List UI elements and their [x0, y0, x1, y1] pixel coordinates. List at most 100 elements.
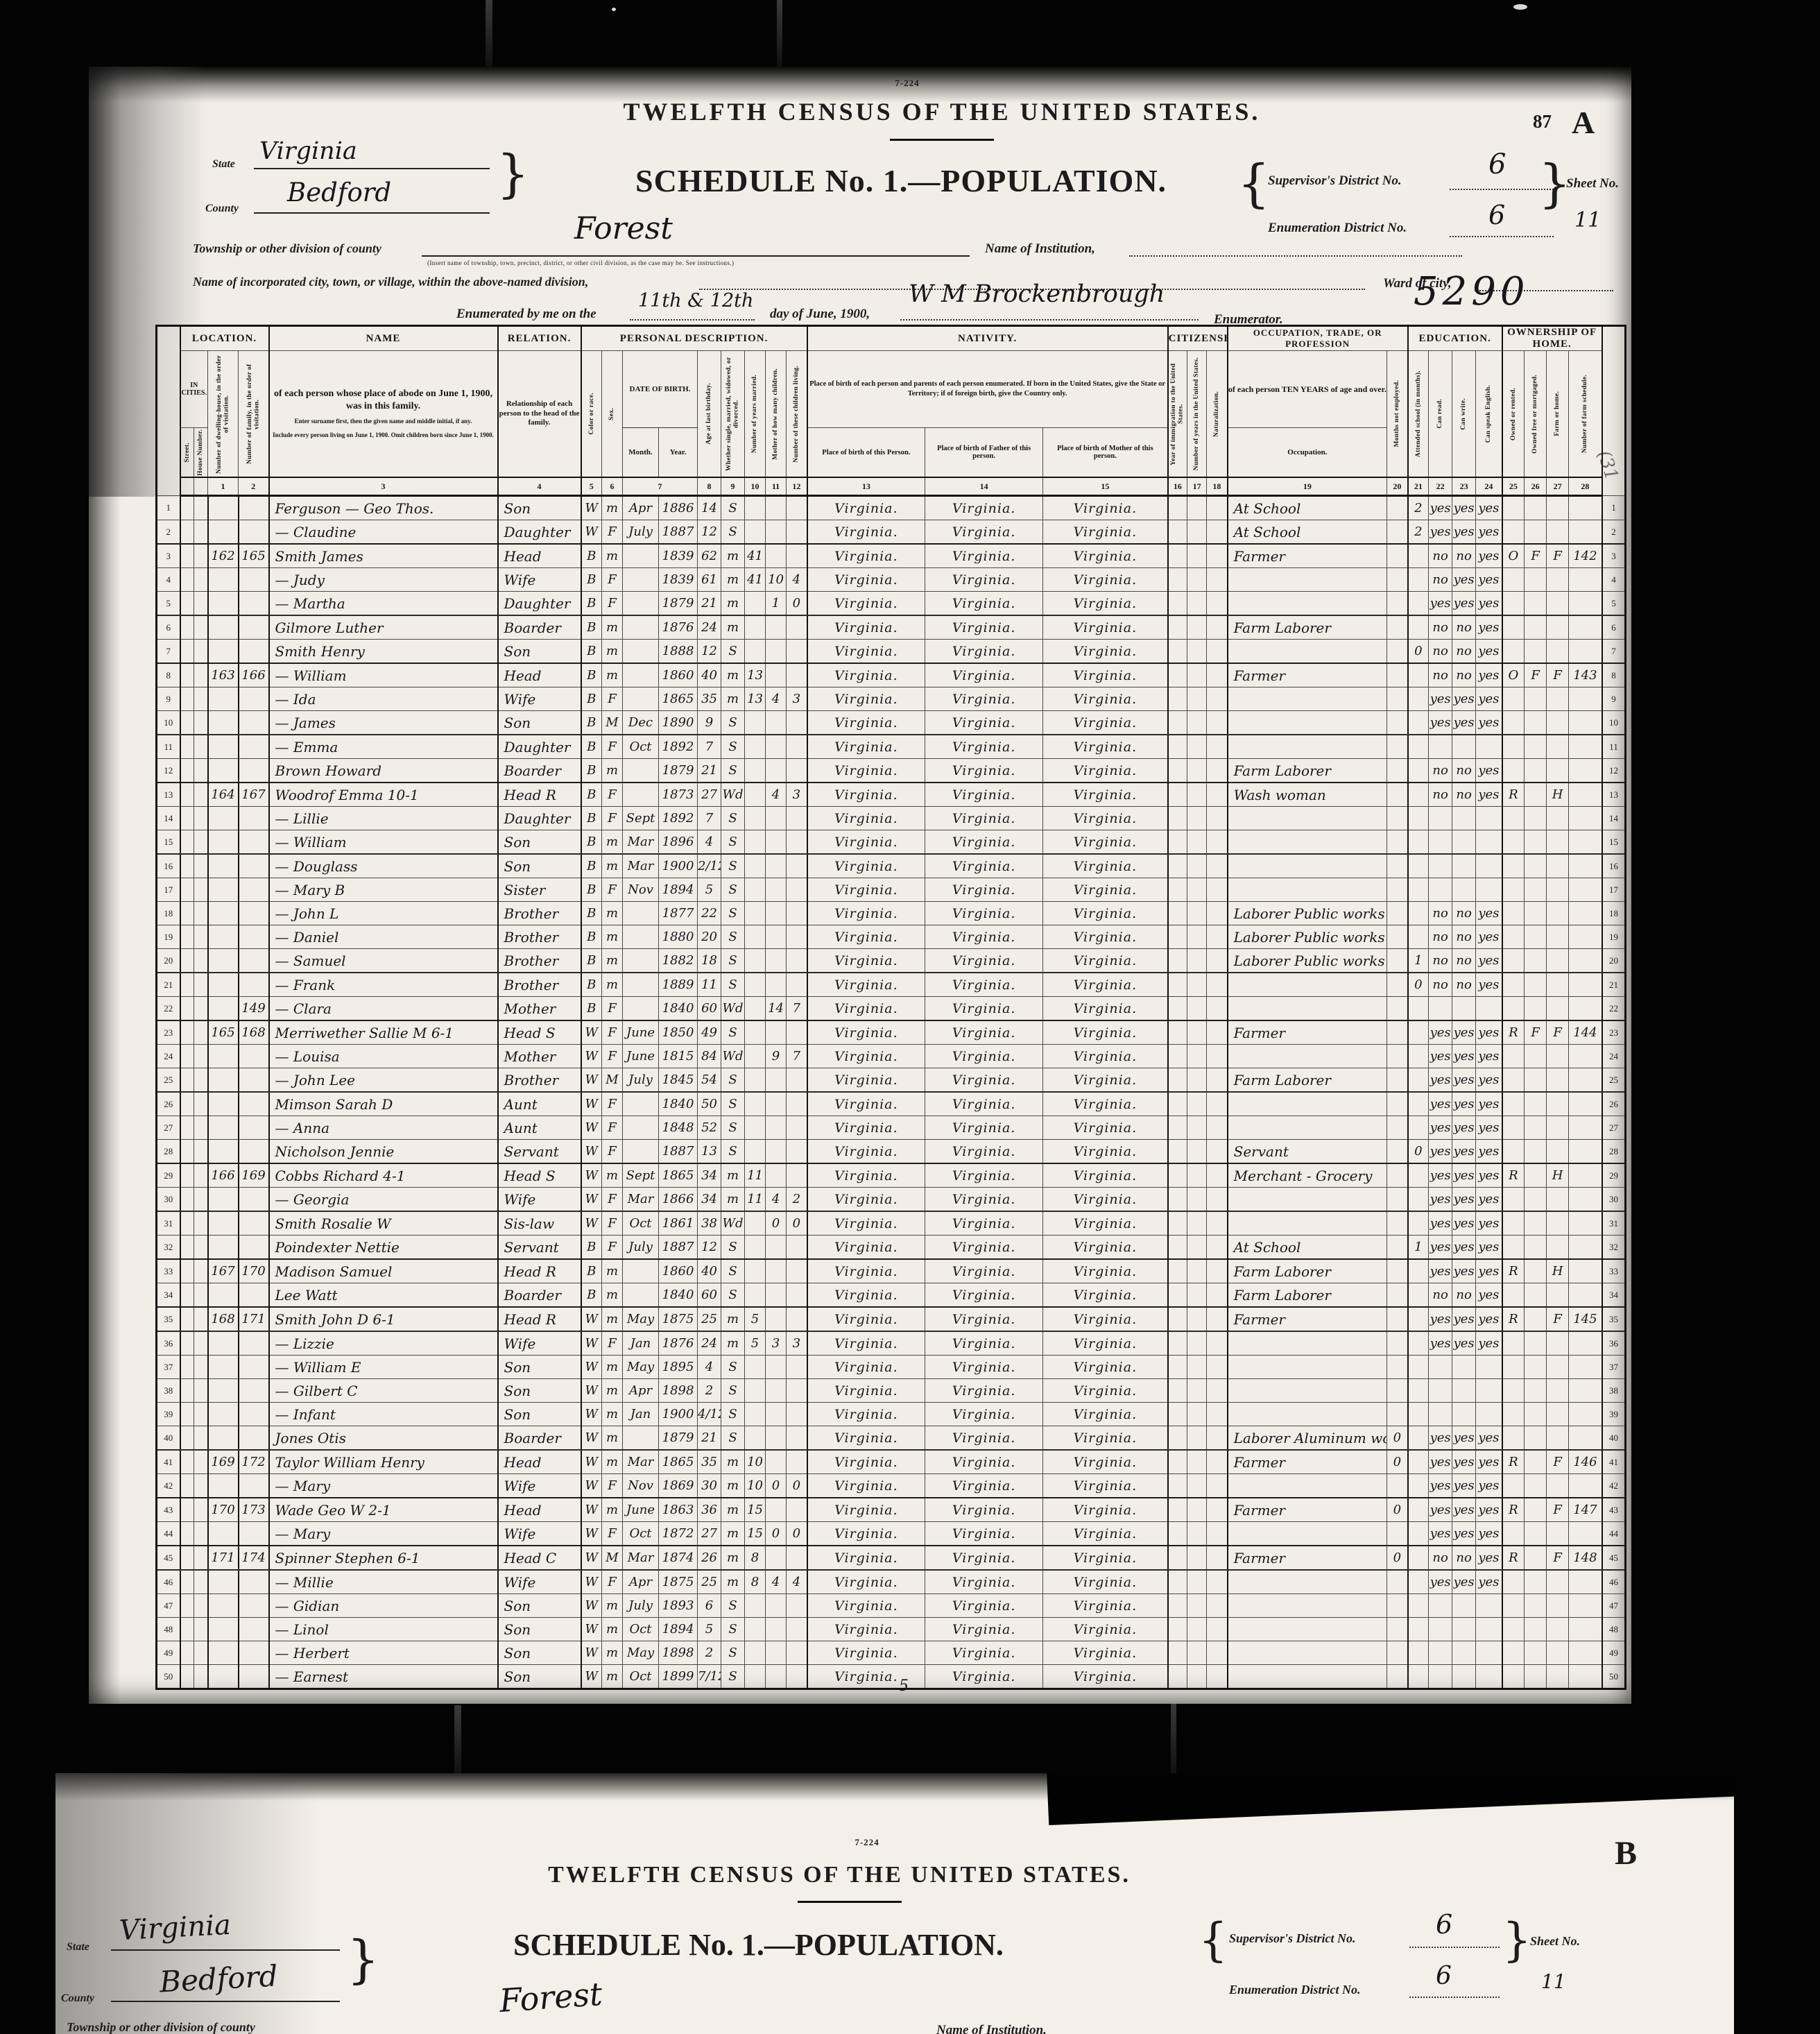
cell-birth-month	[622, 591, 660, 616]
cell-mother-of-children: 4	[765, 1569, 787, 1594]
corner-cell	[156, 325, 180, 496]
cell-years-in-us	[1187, 1068, 1208, 1093]
cell-free-mortgaged	[1524, 1617, 1547, 1641]
cell-farm-house: H	[1546, 1163, 1570, 1188]
cell-marital-status: Wd	[721, 1211, 746, 1236]
cell-dwelling-number: 165	[207, 1020, 239, 1045]
cell-can-read: yes	[1428, 520, 1453, 545]
cell-mother-of-children	[765, 1091, 787, 1116]
cell-street	[179, 1402, 194, 1426]
cell-row-number-left: 30	[156, 1187, 180, 1212]
cell-color-race: W	[580, 1473, 603, 1498]
cell-can-write	[1452, 1355, 1477, 1379]
cell-can-write: yes	[1452, 1211, 1477, 1236]
cell-house-number	[194, 734, 208, 759]
cell-relation: Aunt	[497, 1091, 582, 1116]
cell-dwelling-number	[207, 758, 239, 783]
supervisor-district-label: Supervisor's District No.	[1268, 173, 1402, 188]
cell-owned-rented	[1501, 996, 1525, 1021]
col-num: 14	[925, 477, 1044, 497]
cell-immigration-year	[1167, 663, 1188, 687]
cell-farm-schedule	[1568, 1211, 1603, 1236]
cell-immigration-year	[1167, 806, 1188, 830]
film-streak	[1171, 1701, 1176, 1775]
cell-marital-status: m	[721, 1521, 746, 1546]
cell-years-married	[744, 1664, 766, 1690]
cell-age: 14	[697, 495, 722, 520]
cell-naturalization	[1206, 806, 1228, 830]
cell-marital-status: S	[721, 710, 746, 735]
cell-can-speak-english: yes	[1475, 1521, 1503, 1546]
cell-house-number	[194, 1402, 208, 1426]
cell-street	[179, 996, 194, 1021]
cell-farm-schedule	[1568, 1068, 1603, 1093]
cell-can-read: no	[1428, 948, 1453, 973]
cell-can-write: no	[1452, 1545, 1477, 1571]
cell-owned-rented: R	[1501, 1449, 1525, 1474]
cell-occupation	[1226, 1402, 1388, 1426]
cell-years-married	[744, 996, 766, 1021]
cell-birth-month: Mar	[622, 853, 660, 878]
cell-house-number	[194, 1187, 208, 1212]
cell-row-number-left: 24	[156, 1044, 180, 1068]
cell-children-living	[786, 1402, 808, 1426]
cell-immigration-year	[1167, 996, 1188, 1021]
cell-sex: F	[601, 1187, 624, 1212]
cell-can-write: yes	[1452, 1044, 1477, 1068]
cell-owned-rented	[1501, 1187, 1525, 1212]
cell-family-number	[237, 734, 270, 759]
cell-can-read	[1428, 1593, 1453, 1618]
cell-years-in-us	[1187, 1258, 1208, 1283]
cell-years-in-us	[1187, 925, 1208, 949]
cell-birthplace-person: Virginia.	[806, 1402, 926, 1426]
cell-years-in-us	[1187, 1306, 1208, 1332]
cell-months-not-employed: 0	[1387, 1545, 1409, 1571]
cell-can-speak-english: yes	[1475, 1306, 1503, 1332]
cell-can-read: no	[1428, 901, 1453, 925]
district-brace-close: }	[1538, 154, 1572, 214]
cell-birth-month: July	[622, 1068, 660, 1093]
cell-family-number	[237, 1617, 270, 1641]
cell-birthplace-mother: Virginia.	[1042, 520, 1169, 545]
township-value: Forest	[498, 1974, 604, 2020]
cell-house-number	[194, 901, 208, 925]
cell-attended-school	[1407, 853, 1430, 878]
cell-naturalization	[1206, 1258, 1228, 1283]
cell-row-number-right: 32	[1601, 1235, 1626, 1260]
cell-months-not-employed	[1387, 830, 1409, 855]
cell-farm-schedule	[1568, 567, 1603, 592]
table-row: 50— EarnestSonWmOct18997/12SVirginia.Vir…	[156, 1664, 1626, 1690]
cell-mother-of-children: 0	[765, 1211, 787, 1236]
cell-color-race: B	[580, 878, 603, 902]
film-streak	[777, 0, 782, 67]
cell-row-number-left: 27	[156, 1116, 180, 1140]
cell-row-number-left: 36	[156, 1331, 180, 1356]
cell-birthplace-person: Virginia.	[806, 615, 926, 640]
cell-can-speak-english: yes	[1475, 948, 1503, 973]
cell-birthplace-person: Virginia.	[806, 853, 926, 878]
cell-farm-schedule: 143	[1568, 663, 1603, 687]
state-county-brace: }	[347, 1930, 380, 1990]
cell-owned-rented	[1501, 734, 1525, 759]
cell-years-married: 5	[744, 1306, 766, 1332]
cell-can-speak-english: yes	[1475, 639, 1503, 664]
cell-row-number-left: 6	[156, 615, 180, 640]
cell-birthplace-person: Virginia.	[806, 1497, 926, 1522]
cell-row-number-left: 12	[156, 758, 180, 783]
cell-birthplace-father: Virginia.	[925, 591, 1044, 616]
cell-can-speak-english: yes	[1475, 901, 1503, 925]
cell-immigration-year	[1167, 520, 1188, 545]
cell-can-read	[1428, 830, 1453, 855]
enumerated-date-line	[630, 319, 755, 321]
cell-occupation	[1226, 1187, 1388, 1212]
cell-house-number	[194, 1258, 208, 1283]
col-num: 17	[1187, 477, 1208, 497]
cell-birthplace-father: Virginia.	[925, 1473, 1044, 1498]
cell-children-living: 3	[786, 782, 808, 807]
cell-owned-rented	[1501, 1044, 1525, 1068]
cell-can-write: no	[1452, 948, 1477, 973]
cell-months-not-employed	[1387, 1569, 1409, 1594]
cell-birthplace-father: Virginia.	[925, 878, 1044, 902]
cell-immigration-year	[1167, 1020, 1188, 1045]
